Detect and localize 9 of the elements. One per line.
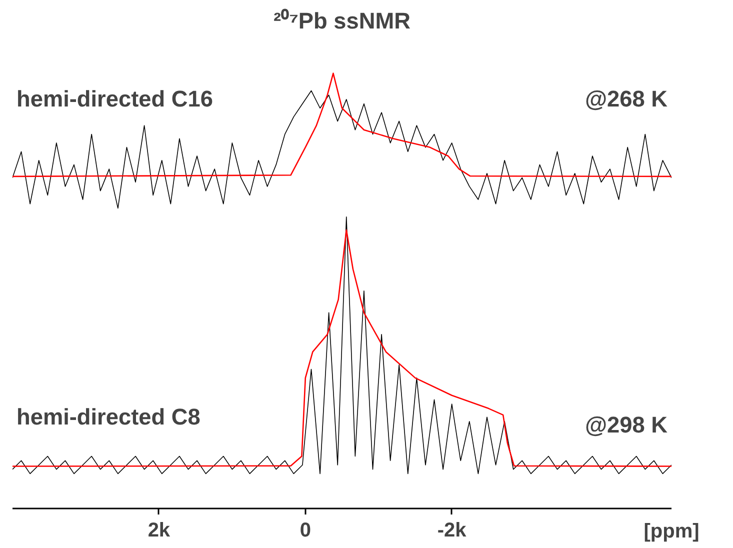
x-axis-title: [ppm] xyxy=(644,520,700,542)
x-tick-label: 0 xyxy=(300,520,311,542)
x-tick-label: -2k xyxy=(437,520,468,542)
annotation: hemi-directed C8 xyxy=(16,404,200,430)
annotation: @268 K xyxy=(584,86,668,112)
annotation: hemi-directed C16 xyxy=(16,86,213,112)
annotation: @298 K xyxy=(584,412,668,438)
chart-title: ²⁰⁷Pb ssNMR xyxy=(274,8,410,34)
x-tick-label: 2k xyxy=(148,520,171,542)
